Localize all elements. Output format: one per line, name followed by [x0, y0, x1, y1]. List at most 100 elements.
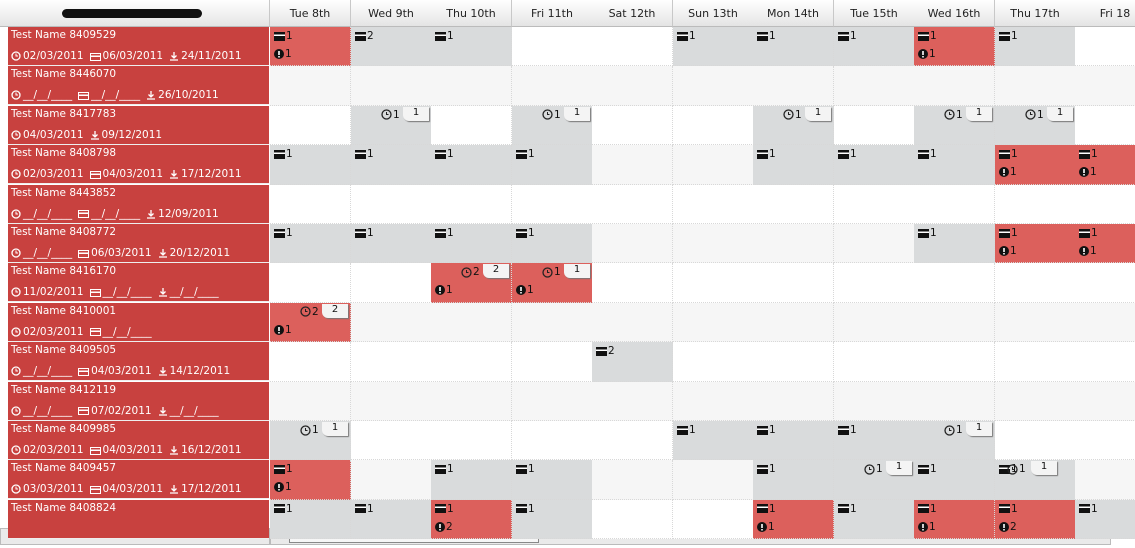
- day-cell: [592, 27, 673, 67]
- row-label[interactable]: Test Name 8410001 02/03/2011 __/__/____: [8, 302, 269, 342]
- date-field: 07/02/2011: [78, 405, 152, 417]
- day-cell: [1075, 342, 1135, 382]
- day-cell: [592, 460, 673, 500]
- count: 1: [768, 520, 775, 533]
- day-cell: [834, 263, 915, 303]
- day-cell: [592, 263, 673, 303]
- clock-badge: 1: [322, 422, 348, 436]
- count: 1: [850, 30, 857, 42]
- date-text: 24/11/2011: [181, 50, 242, 62]
- row-label[interactable]: Test Name 8446070 __/__/____ __/__/____ 26/…: [8, 66, 269, 106]
- count: 1: [930, 502, 937, 515]
- row-label[interactable]: Test Name 8408824: [8, 499, 269, 539]
- card-count: 1: [677, 30, 696, 42]
- row-label[interactable]: Test Name 8416170 11/02/2011 __/__/____ __/…: [8, 263, 269, 303]
- day-header[interactable]: Tue 8th: [270, 0, 351, 27]
- date-line: 03/03/2011 04/03/2011 17/12/2011: [11, 483, 242, 495]
- count: 1: [554, 108, 561, 121]
- date-field: 24/11/2011: [169, 50, 242, 62]
- date-field: __/__/____: [89, 326, 152, 338]
- day-header[interactable]: Wed 9th: [351, 0, 432, 27]
- date-line: 02/03/2011 06/03/2011 24/11/2011: [11, 50, 242, 62]
- test-name: Test Name 8409985: [11, 423, 117, 435]
- day-header[interactable]: Sat 12th: [592, 0, 673, 27]
- day-cell: [995, 342, 1076, 382]
- day-cell: [673, 381, 754, 421]
- date-text: 02/03/2011: [23, 325, 84, 338]
- count: 1: [876, 463, 883, 476]
- day-cell: 1: [914, 224, 995, 264]
- count: 1: [1090, 166, 1097, 179]
- row-label[interactable]: Test Name 8409985 02/03/2011 04/03/2011 16/…: [8, 421, 269, 460]
- clock-count: 1: [944, 109, 963, 121]
- card-count: 1: [999, 503, 1018, 515]
- card-count: 1: [757, 148, 776, 160]
- row-label[interactable]: Test Name 8408772 __/__/____ 06/03/2011 20/…: [8, 224, 269, 263]
- date-line: 04/03/2011 09/12/2011: [11, 129, 162, 141]
- date-field: 12/09/2011: [146, 208, 219, 220]
- count: 1: [1090, 245, 1097, 257]
- date-line: __/__/____ __/__/____ 26/10/2011: [11, 89, 219, 101]
- row-label[interactable]: Test Name 8409457 03/03/2011 04/03/2011 17/…: [8, 460, 269, 500]
- card-count: 1: [274, 503, 293, 515]
- count: 1: [769, 463, 776, 476]
- day-cell: [592, 145, 673, 185]
- day-header[interactable]: Wed 16th: [914, 0, 995, 27]
- date-text: 04/03/2011: [23, 128, 84, 141]
- count: 1: [1011, 30, 1018, 42]
- date-field: 09/12/2011: [90, 129, 162, 141]
- card-count: 1: [1079, 148, 1098, 160]
- day-cell: [431, 184, 512, 224]
- day-header[interactable]: Fri 18: [1075, 0, 1135, 27]
- day-cell: [753, 381, 834, 421]
- date-text: 20/12/2011: [169, 247, 231, 259]
- count: 1: [285, 481, 292, 494]
- card-count: 1: [757, 463, 776, 475]
- row-label[interactable]: Test Name 8417783 04/03/2011 09/12/2011: [8, 105, 269, 145]
- day-header[interactable]: Mon 14th: [753, 0, 834, 27]
- count: 1: [528, 463, 535, 476]
- row-label[interactable]: Test Name 8443852 __/__/____ __/__/____ 12/…: [8, 184, 269, 224]
- date-line: __/__/____ __/__/____ 12/09/2011: [11, 208, 219, 220]
- day-cell: 1: [673, 421, 754, 461]
- count: 1: [312, 424, 319, 436]
- day-cell: [673, 145, 754, 185]
- count: 1: [689, 30, 696, 42]
- date-line: __/__/____ 07/02/2011 __/__/____: [11, 405, 219, 417]
- clock-badge: 1: [564, 264, 590, 279]
- test-name: Test Name 8412119: [11, 383, 117, 396]
- date-text: 02/03/2011: [23, 50, 84, 62]
- day-cell: [914, 342, 995, 382]
- day-cell: [351, 263, 432, 303]
- date-text: 04/03/2011: [102, 444, 164, 456]
- day-header[interactable]: Tue 15th: [834, 0, 915, 27]
- count: 1: [554, 266, 561, 279]
- day-header[interactable]: Thu 10th: [431, 0, 512, 27]
- day-cell: 1: [834, 421, 915, 461]
- date-field: 04/03/2011: [89, 444, 164, 456]
- day-header[interactable]: Thu 17th: [995, 0, 1076, 27]
- day-header[interactable]: Sun 13th: [673, 0, 754, 27]
- card-count: 1: [838, 503, 857, 515]
- alert-count: 1: [1079, 245, 1097, 257]
- row-label[interactable]: Test Name 8409505 __/__/____ 04/03/2011 14/…: [8, 342, 269, 382]
- row-label[interactable]: Test Name 8409529 02/03/2011 06/03/2011 24/…: [8, 27, 269, 66]
- date-line: __/__/____ 06/03/2011 20/12/2011: [11, 247, 230, 259]
- day-cell: [431, 66, 512, 106]
- day-cell: 1: [753, 421, 834, 461]
- day-cell: [673, 66, 754, 106]
- date-text: 02/03/2011: [23, 168, 84, 181]
- day-cell: 1: [351, 499, 432, 540]
- name-column-header[interactable]: [0, 0, 270, 27]
- count: 1: [367, 227, 374, 239]
- count: 1: [447, 227, 454, 239]
- row-label[interactable]: Test Name 8412119 __/__/____ 07/02/2011 __/…: [8, 381, 269, 421]
- row-label[interactable]: Test Name 8408798 02/03/2011 04/03/2011 17/…: [8, 145, 269, 185]
- date-field: __/__/____: [158, 405, 219, 417]
- day-header[interactable]: Fri 11th: [512, 0, 593, 27]
- day-cell: [914, 184, 995, 224]
- count: 1: [528, 148, 535, 161]
- day-cell: [592, 499, 673, 540]
